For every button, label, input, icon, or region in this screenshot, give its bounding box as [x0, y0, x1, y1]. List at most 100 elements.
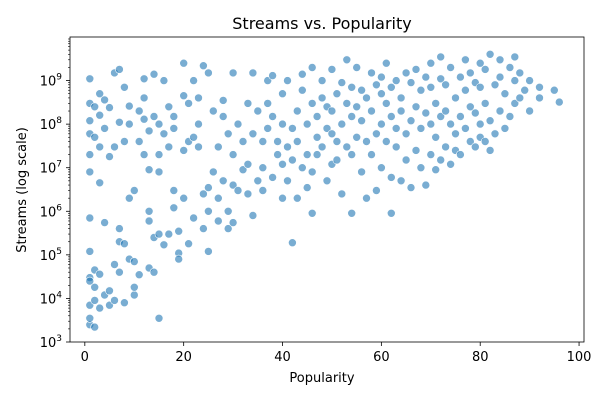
scatter-point [362, 137, 371, 146]
scatter-point [372, 186, 381, 195]
scatter-point [386, 112, 396, 121]
scatter-point [386, 83, 396, 92]
scatter-point [421, 180, 431, 190]
scatter-point [292, 137, 302, 146]
scatter-point [347, 150, 357, 159]
scatter-point [238, 165, 248, 174]
scatter-point [357, 85, 366, 95]
scatter-point [134, 137, 144, 146]
scatter-point [100, 218, 109, 227]
scatter-point [500, 89, 510, 98]
scatter-point [297, 163, 307, 172]
scatter-point [218, 176, 228, 186]
scatter-point [130, 282, 139, 292]
scatter-point [426, 83, 436, 92]
scatter-point [243, 189, 253, 199]
scatter-point [461, 124, 470, 133]
scatter-point [288, 124, 297, 133]
y-axis-label: Streams (log scale) [15, 127, 30, 253]
scatter-point [292, 193, 302, 203]
scatter-point [95, 110, 104, 120]
scatter-point [362, 93, 371, 103]
scatter-point [125, 101, 134, 111]
scatter-point [426, 119, 436, 129]
scatter-point [120, 298, 129, 308]
x-axis: 0 20 40 60 80 100 [81, 342, 591, 365]
scatter-point [312, 133, 322, 142]
x-tick-label: 0 [81, 350, 89, 365]
scatter-point [352, 133, 362, 142]
scatter-point [130, 257, 139, 266]
scatter-point [475, 58, 485, 68]
scatter-point [495, 55, 505, 65]
scatter-point [268, 112, 277, 121]
scatter-point [85, 116, 95, 125]
scatter-point [342, 55, 352, 65]
scatter-point [223, 129, 233, 139]
scatter-point [367, 150, 376, 159]
scatter-point [357, 116, 366, 125]
scatter-point [490, 80, 500, 90]
scatter-point [130, 290, 139, 300]
points-layer [85, 49, 564, 332]
scatter-point [95, 303, 104, 313]
scatter-point [446, 160, 455, 169]
scatter-point [263, 124, 273, 133]
scatter-point [228, 218, 238, 227]
scatter-point [446, 63, 455, 72]
scatter-point [367, 68, 376, 78]
scatter-point [233, 119, 243, 129]
scatter-point [248, 211, 258, 220]
scatter-point [174, 226, 183, 236]
scatter-point [317, 76, 327, 85]
scatter-point [95, 89, 104, 98]
scatter-point [179, 193, 188, 203]
plot-frame [69, 36, 585, 343]
scatter-point [337, 78, 347, 87]
scatter-point [465, 102, 475, 112]
scatter-point [263, 99, 273, 108]
scatter-point [451, 93, 460, 103]
scatter-point [441, 106, 450, 116]
scatter-point [416, 85, 426, 95]
scatter-point [95, 142, 104, 152]
scatter-point [179, 58, 188, 68]
scatter-point [426, 150, 436, 159]
scatter-point [209, 106, 218, 116]
scatter-point [228, 180, 238, 190]
scatter-point [248, 68, 258, 78]
scatter-point [258, 163, 268, 172]
scatter-point [377, 89, 386, 98]
scatter-point [441, 142, 450, 152]
scatter-point [470, 108, 480, 118]
scatter-point [510, 76, 520, 85]
scatter-point [85, 150, 95, 159]
scatter-point [485, 116, 495, 125]
scatter-point [327, 129, 337, 139]
y-tick-label: 105 [40, 247, 62, 264]
scatter-point [436, 52, 446, 62]
scatter-point [307, 167, 317, 177]
scatter-point [268, 173, 277, 182]
scatter-point [297, 85, 307, 95]
scatter-point [431, 165, 441, 174]
y-tick-label: 108 [40, 116, 63, 133]
scatter-point [139, 74, 149, 84]
scatter-point [292, 106, 302, 116]
scatter-point [391, 124, 401, 133]
scatter-point [85, 213, 95, 223]
scatter-point [357, 167, 366, 177]
scatter-point [228, 150, 238, 159]
scatter-point [243, 99, 253, 108]
scatter-point [120, 137, 129, 146]
scatter-point [342, 142, 352, 152]
scatter-point [554, 97, 564, 107]
scatter-point [307, 209, 317, 218]
scatter-point [164, 229, 174, 239]
scatter-point [194, 93, 203, 103]
scatter-point [120, 83, 129, 92]
scatter-point [515, 68, 525, 78]
scatter-point [307, 99, 317, 108]
scatter-point [194, 119, 203, 129]
scatter-point [441, 80, 450, 90]
